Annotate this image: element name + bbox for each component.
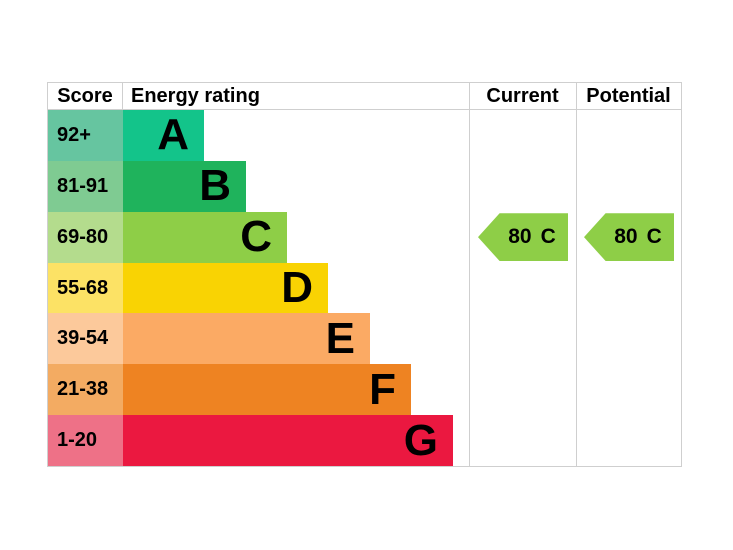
- band-letter: B: [199, 161, 231, 211]
- epc-band-row: 21-38 F: [48, 364, 681, 416]
- band-letter: F: [369, 364, 396, 414]
- band-score-cell: 39-54: [48, 313, 123, 365]
- band-score-label: 69-80: [57, 225, 109, 248]
- band-score-cell: 1-20: [48, 415, 123, 467]
- epc-band-row: 55-68 D: [48, 262, 681, 314]
- band-score-label: 39-54: [57, 327, 109, 350]
- epc-header-row: Score Energy rating Current Potential: [48, 83, 681, 110]
- band-letter: A: [157, 110, 189, 160]
- band-score-cell: 55-68: [48, 262, 123, 314]
- band-bar: E: [123, 313, 370, 365]
- band-score-cell: 81-91: [48, 160, 123, 212]
- current-rating-letter: C: [540, 225, 556, 249]
- epc-table: Score Energy rating Current Potential 92…: [47, 82, 682, 467]
- band-bar: F: [123, 364, 411, 416]
- band-letter: C: [240, 212, 272, 262]
- epc-band-row: 1-20 G: [48, 415, 681, 467]
- band-bar: A: [123, 110, 204, 161]
- band-score-label: 21-38: [57, 378, 109, 401]
- band-score-label: 55-68: [57, 276, 109, 299]
- potential-rating-arrow: 80 C: [584, 213, 674, 262]
- epc-band-rows: 92+ A 81-91 B 69-80 C 55-68 D 39-54 E: [48, 110, 681, 467]
- column-header-score: Score: [48, 83, 123, 109]
- epc-band-row: 81-91 B: [48, 160, 681, 212]
- column-header-current: Current: [486, 84, 559, 107]
- current-rating-value: 80: [508, 225, 532, 249]
- potential-rating-letter: C: [646, 225, 662, 249]
- column-header-energy-rating: Energy rating: [131, 84, 260, 107]
- epc-band-row: 69-80 C: [48, 211, 681, 263]
- current-rating-arrow: 80 C: [478, 213, 568, 262]
- band-score-cell: 69-80: [48, 211, 123, 263]
- potential-column-divider: [576, 83, 577, 466]
- band-letter: G: [403, 415, 438, 465]
- band-score-cell: 21-38: [48, 364, 123, 416]
- band-bar: B: [123, 160, 246, 212]
- epc-band-row: 92+ A: [48, 110, 681, 161]
- band-score-cell: 92+: [48, 110, 123, 161]
- band-bar: G: [123, 415, 453, 467]
- current-column-divider: [469, 83, 470, 466]
- potential-rating-value: 80: [614, 225, 638, 249]
- band-letter: E: [325, 313, 355, 363]
- column-header-potential: Potential: [586, 84, 671, 107]
- band-bar: D: [123, 262, 328, 314]
- band-score-label: 92+: [57, 123, 91, 146]
- band-score-label: 1-20: [57, 429, 98, 452]
- band-score-label: 81-91: [57, 174, 109, 197]
- band-letter: D: [281, 263, 313, 312]
- band-bar: C: [123, 211, 287, 263]
- epc-band-row: 39-54 E: [48, 313, 681, 365]
